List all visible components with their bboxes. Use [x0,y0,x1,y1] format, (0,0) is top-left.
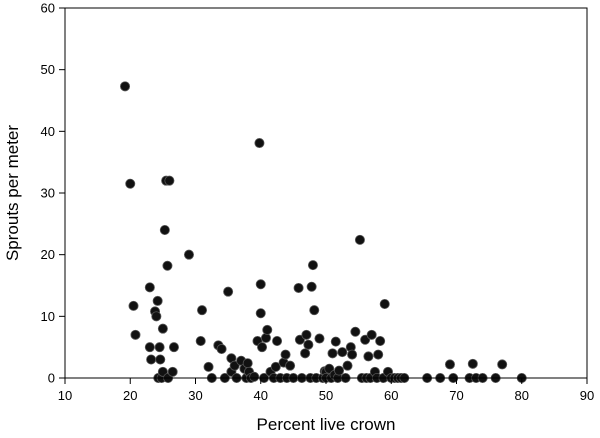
data-point [497,359,508,370]
data-point [347,349,358,360]
data-point [379,298,390,309]
data-point [303,339,314,350]
x-tick-label: 40 [254,388,268,403]
data-point [159,224,170,235]
y-tick-label: 0 [48,371,55,386]
data-point [366,329,377,340]
data-point [167,366,178,377]
data-point [183,249,194,260]
x-tick-label: 60 [384,388,398,403]
data-point [195,335,206,346]
x-tick-label: 20 [123,388,137,403]
data-point [154,342,165,353]
x-tick-label: 10 [58,388,72,403]
y-tick-label: 40 [41,124,55,139]
data-point [285,360,296,371]
data-point [327,348,338,359]
data-point [334,365,345,376]
data-point [272,335,283,346]
data-point [255,279,266,290]
plot-frame [64,7,588,379]
data-point [144,282,155,293]
data-point [249,371,260,382]
data-point [309,305,320,316]
data-point [444,359,455,370]
y-tick-label: 30 [41,186,55,201]
data-point [301,329,312,340]
data-point [300,348,311,359]
data-point [203,361,214,372]
data-point [242,358,253,369]
data-point [151,311,162,322]
data-point [164,175,175,186]
y-tick-label: 50 [41,62,55,77]
data-point [130,329,141,340]
data-point [337,347,348,358]
data-point [152,295,163,306]
data-point [125,178,136,189]
y-tick-label: 20 [41,247,55,262]
y-tick-label: 60 [41,1,55,16]
data-point [162,260,173,271]
x-tick-label: 80 [515,388,529,403]
x-tick-label: 70 [449,388,463,403]
data-point [314,333,325,344]
data-point [330,336,341,347]
data-point [307,260,318,271]
data-point [120,81,131,92]
data-point [144,342,155,353]
data-point [350,326,361,337]
data-point [342,360,353,371]
y-axis-title: Sprouts per meter [3,125,22,261]
data-point [306,281,317,292]
y-tick-label: 10 [41,309,55,324]
data-point [197,305,208,316]
data-point [255,308,266,319]
data-point [262,324,273,335]
data-point [254,138,265,149]
data-point [373,349,384,360]
data-point [280,349,291,360]
data-point [216,344,227,355]
data-point [168,342,179,353]
x-tick-label: 30 [188,388,202,403]
data-point [155,354,166,365]
data-point [375,335,386,346]
data-point [270,361,281,372]
y-axis-ticks: 0 10 20 30 40 50 60 [41,1,65,386]
data-point [467,358,478,369]
data-point [157,323,168,334]
x-axis-title: Percent live crown [257,415,396,434]
data-point [354,234,365,245]
data-points [120,81,527,383]
data-point [146,354,157,365]
x-tick-label: 90 [580,388,594,403]
data-point [293,282,304,293]
x-axis-ticks: 10 20 30 40 50 60 70 80 90 [58,378,594,403]
x-tick-label: 50 [319,388,333,403]
data-point [223,286,234,297]
data-point [128,300,139,311]
data-point [257,342,268,353]
data-point [363,351,374,362]
